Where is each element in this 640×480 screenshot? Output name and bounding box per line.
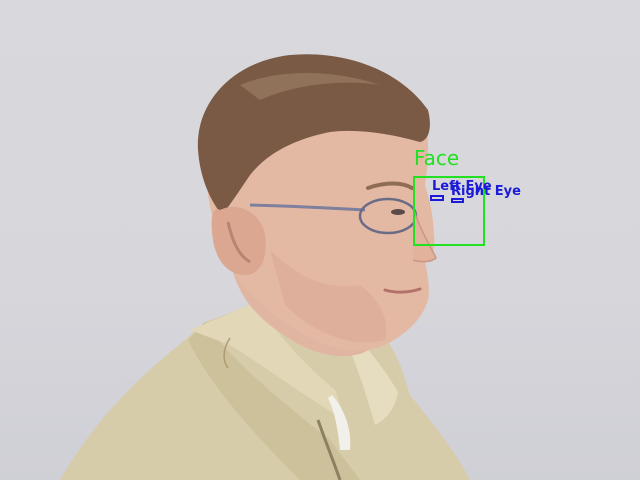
zipper	[316, 419, 342, 480]
necklace	[223, 337, 231, 369]
jacket-shadow	[188, 322, 360, 480]
cheek-shade	[270, 250, 387, 343]
collar-right	[350, 330, 398, 425]
hair-highlight	[240, 72, 380, 100]
mouth	[383, 287, 422, 294]
collar	[190, 300, 345, 420]
glasses-temple	[249, 203, 366, 212]
shirt	[328, 395, 351, 450]
ear	[211, 206, 266, 275]
eye	[391, 209, 405, 215]
nose	[412, 209, 437, 263]
ear-inner	[226, 221, 251, 264]
eyebrow	[366, 181, 414, 190]
